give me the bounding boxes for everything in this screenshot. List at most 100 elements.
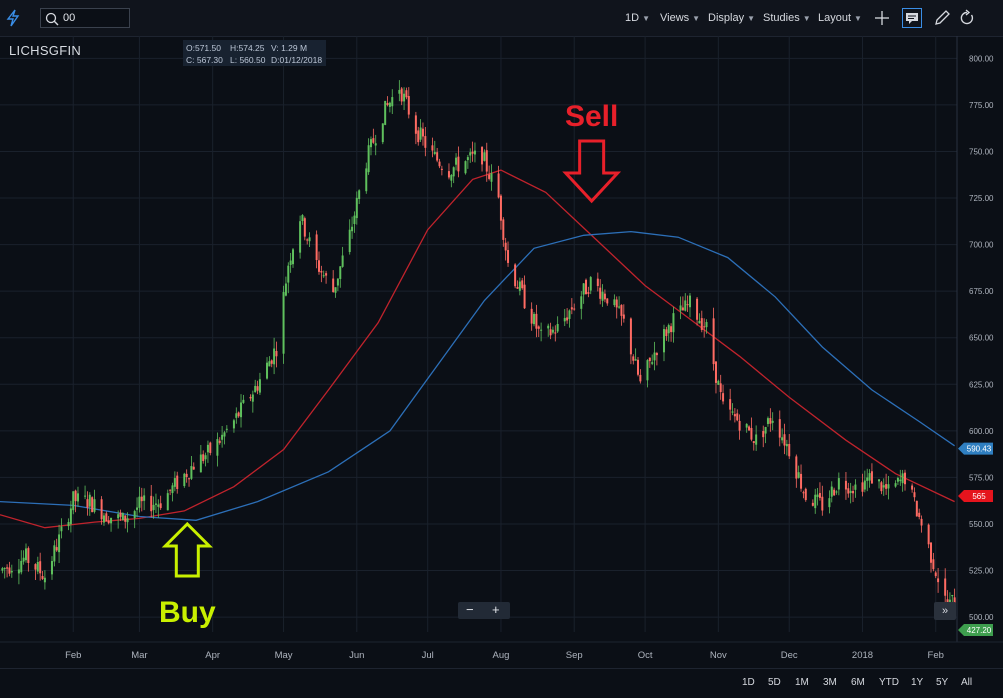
candle <box>771 412 774 431</box>
candle-body <box>473 150 476 155</box>
candle <box>308 232 311 247</box>
range-1m[interactable]: 1M <box>795 677 809 688</box>
candle-body <box>93 499 96 512</box>
candle <box>381 123 384 145</box>
time-axis: Feb Mar Apr May Jun Jul Aug Sep Oct Nov Dec 2018 Feb <box>0 641 1003 661</box>
lightning-icon[interactable] <box>6 9 20 32</box>
candle-body <box>266 362 269 379</box>
candle-body <box>821 496 824 511</box>
range-all[interactable]: All <box>961 677 973 688</box>
candle-body <box>549 329 552 336</box>
crosshair-icon[interactable] <box>874 8 890 33</box>
candle <box>433 140 436 156</box>
range-ytd[interactable]: YTD <box>879 677 899 688</box>
price-tick-label: 600.00 <box>969 427 994 436</box>
candle <box>729 388 732 421</box>
candle <box>299 215 302 259</box>
candle-body <box>835 491 838 493</box>
candle <box>766 416 769 427</box>
candle <box>72 491 75 515</box>
candle-body <box>60 526 63 532</box>
candle-body <box>69 508 72 525</box>
candle-body <box>752 441 755 443</box>
price-tags: 590.43 565 427.20 <box>958 442 993 636</box>
candle-body <box>100 499 103 520</box>
candle-body <box>275 350 278 357</box>
candle <box>599 279 602 305</box>
views-menu[interactable]: Views ▼ <box>660 12 700 24</box>
range-6m[interactable]: 6M <box>851 677 865 688</box>
candle <box>549 322 552 340</box>
candle <box>55 538 58 552</box>
candle <box>554 325 557 342</box>
candle-body <box>606 298 609 304</box>
candle-body <box>733 414 736 417</box>
candle <box>237 411 240 418</box>
refresh-icon[interactable] <box>958 8 976 33</box>
candle <box>854 479 857 498</box>
candle-body <box>204 455 207 460</box>
zoom-in-button[interactable]: + <box>492 602 500 617</box>
candle <box>353 211 356 233</box>
candle <box>698 313 701 324</box>
price-chart[interactable]: 500.00 525.00 550.00 575.00 600.00 625.00 650.… <box>0 36 1003 668</box>
candle-body <box>235 413 238 418</box>
candle <box>849 482 852 504</box>
candle-body <box>292 249 295 265</box>
scroll-to-end-button[interactable]: » <box>934 602 956 620</box>
candle <box>551 326 554 335</box>
candle <box>10 564 13 578</box>
candle <box>481 145 484 172</box>
display-menu[interactable]: Display ▼ <box>708 12 755 24</box>
buy-arrow-icon: Buy <box>159 521 216 629</box>
candle <box>20 550 23 575</box>
candle <box>143 488 146 511</box>
candle-body <box>540 329 543 331</box>
candle <box>242 394 245 404</box>
candle-body <box>251 394 254 402</box>
candle <box>450 174 453 188</box>
candle <box>39 552 42 581</box>
candle <box>589 276 592 295</box>
candle <box>696 297 699 326</box>
candle-body <box>27 548 30 563</box>
candle <box>785 439 788 456</box>
candle-body <box>712 318 715 365</box>
chevron-down-icon: ▼ <box>692 14 701 23</box>
candle <box>887 476 890 500</box>
candle <box>547 323 550 337</box>
candle <box>138 486 141 513</box>
candle-body <box>374 143 377 146</box>
candle-body <box>502 219 505 240</box>
candle <box>50 556 53 580</box>
layout-menu[interactable]: Layout ▼ <box>818 12 862 24</box>
candle-body <box>84 495 87 497</box>
candle <box>152 496 155 519</box>
candle <box>620 304 623 326</box>
candle <box>367 138 370 175</box>
range-5y[interactable]: 5Y <box>936 677 949 688</box>
pencil-icon[interactable] <box>933 8 951 33</box>
zoom-out-button[interactable]: − <box>466 602 474 617</box>
candle-body <box>154 503 157 505</box>
candle <box>648 357 651 368</box>
time-tick-label: Jul <box>422 650 434 661</box>
time-tick-label: Oct <box>638 650 653 661</box>
candle <box>301 214 304 225</box>
range-1y[interactable]: 1Y <box>911 677 924 688</box>
candle-body <box>698 321 701 324</box>
candle <box>325 270 328 284</box>
candle-body <box>133 511 136 519</box>
candle-body <box>190 466 193 479</box>
symbol-search-input[interactable]: 00 <box>40 8 130 28</box>
candle-body <box>920 518 923 526</box>
candle-body <box>556 324 559 332</box>
studies-menu[interactable]: Studies ▼ <box>763 12 811 24</box>
candle-body <box>421 128 424 137</box>
range-1d[interactable]: 1D <box>742 677 755 688</box>
comment-icon[interactable] <box>902 8 922 28</box>
range-5d[interactable]: 5D <box>768 677 781 688</box>
candle-body <box>388 102 391 107</box>
range-3m[interactable]: 3M <box>823 677 837 688</box>
interval-menu[interactable]: 1D ▼ <box>625 12 650 24</box>
